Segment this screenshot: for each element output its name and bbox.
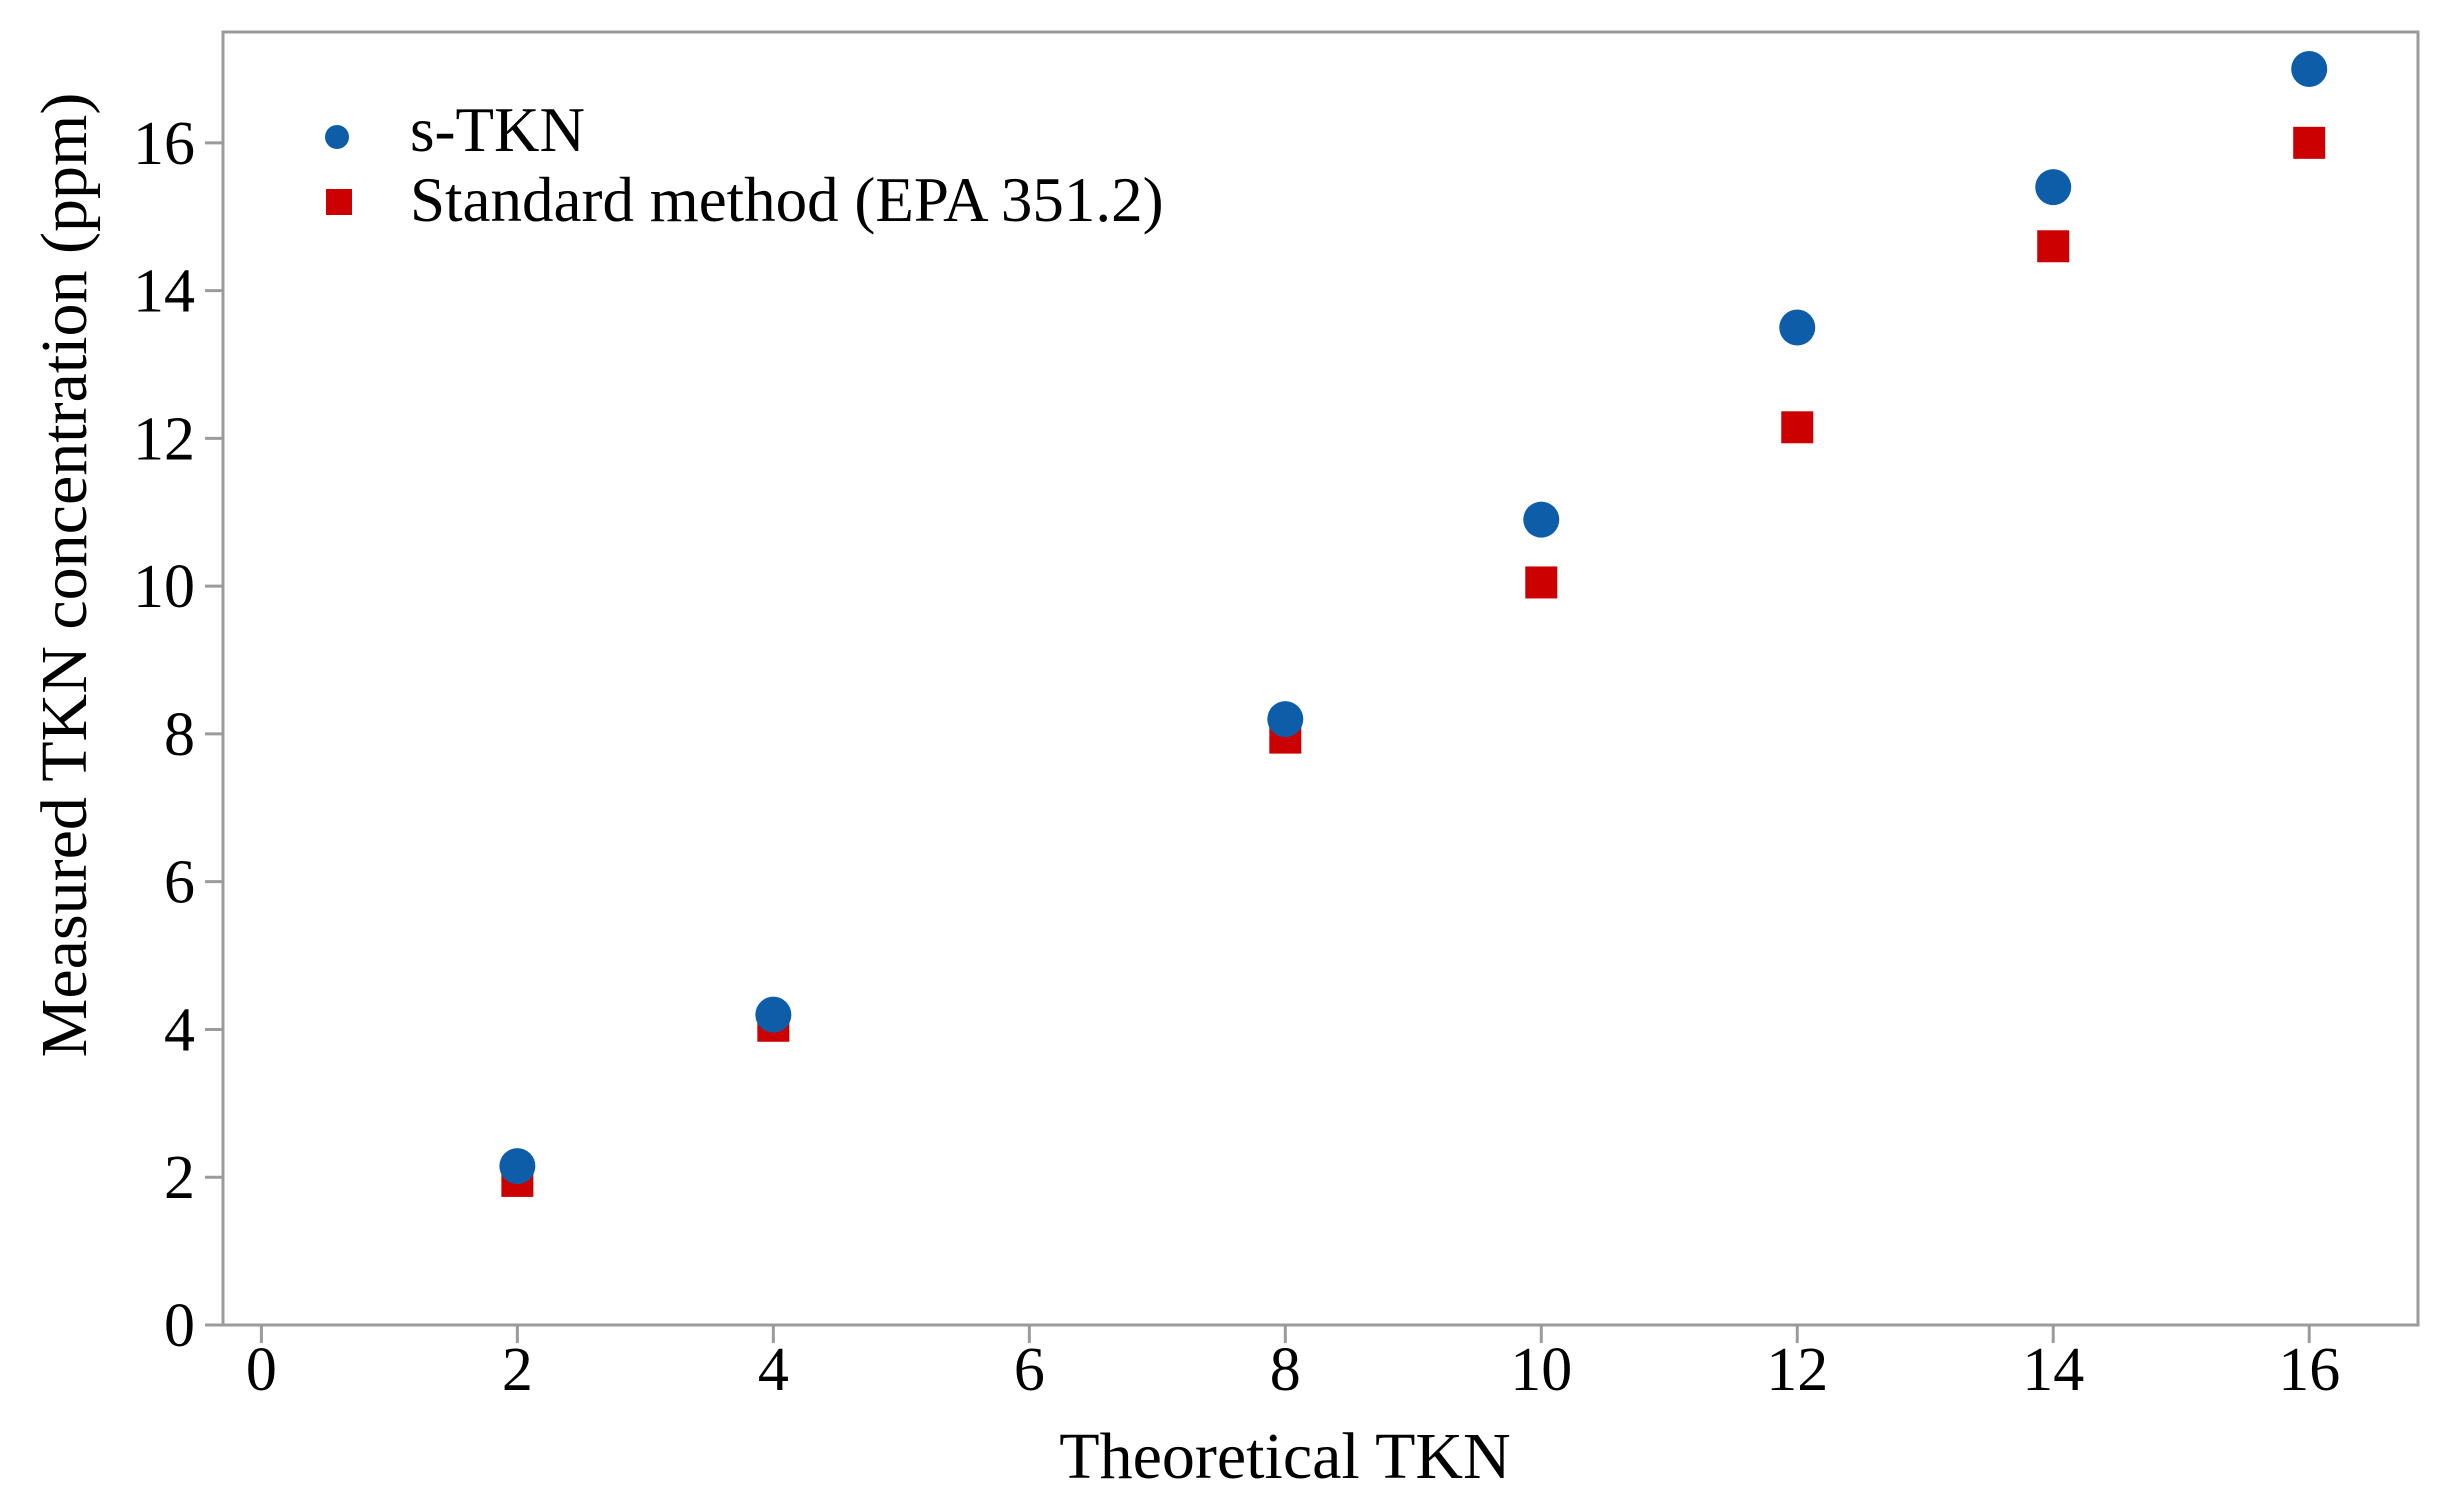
data-point-s-tkn (2291, 50, 2328, 87)
data-point-s-tkn (499, 1148, 536, 1185)
y-tick-label: 6 (164, 849, 195, 917)
x-tick-label: 16 (2278, 1336, 2340, 1404)
y-tick-label: 0 (164, 1292, 195, 1360)
x-tick-label: 10 (1510, 1336, 1572, 1404)
x-tick-label: 14 (2022, 1336, 2084, 1404)
data-point-standard-method (1525, 566, 1558, 599)
y-tick-label: 14 (133, 258, 195, 326)
x-tick-label: 6 (1014, 1336, 1045, 1404)
x-tick-label: 2 (502, 1336, 533, 1404)
data-point-s-tkn (755, 996, 792, 1033)
x-tick-label: 0 (246, 1336, 277, 1404)
x-tick-label: 8 (1270, 1336, 1301, 1404)
y-tick-label: 12 (133, 405, 195, 473)
x-axis-title: Theoretical TKN (1059, 1420, 1511, 1493)
data-point-standard-method (2037, 230, 2070, 263)
y-tick-label: 2 (164, 1144, 195, 1212)
x-tick-label: 12 (1766, 1336, 1828, 1404)
x-tick-label: 4 (758, 1336, 789, 1404)
y-axis-title: Measured TKN concentration (ppm) (28, 92, 101, 1058)
data-point-s-tkn (2035, 169, 2072, 206)
y-tick-label: 4 (164, 996, 195, 1064)
data-point-s-tkn (1267, 701, 1304, 738)
plot-frame (221, 30, 2420, 1327)
data-point-standard-method (2293, 126, 2326, 159)
data-point-s-tkn (1779, 309, 1816, 346)
y-tick-label: 10 (133, 553, 195, 621)
y-tick-label: 8 (164, 701, 195, 769)
data-point-s-tkn (1523, 501, 1560, 538)
data-point-standard-method (1781, 411, 1814, 444)
y-tick-label: 16 (133, 110, 195, 178)
